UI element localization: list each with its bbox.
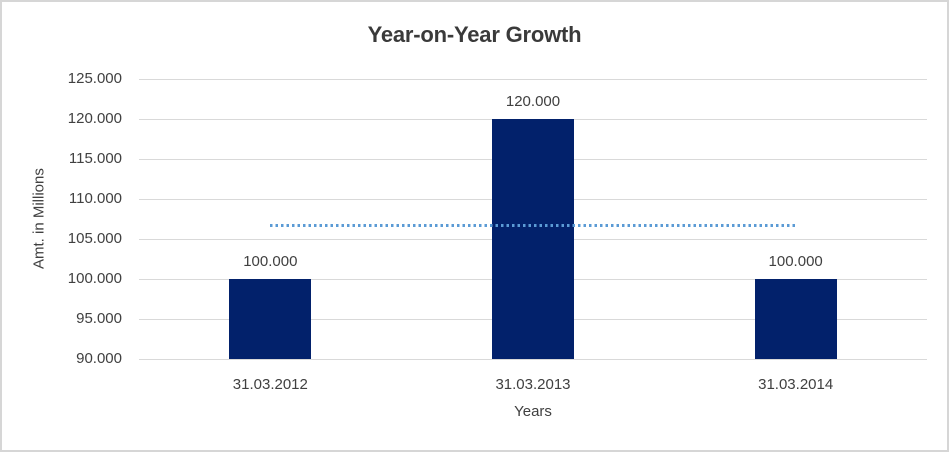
x-tick-label: 31.03.2012: [232, 376, 308, 393]
gridline: [139, 358, 927, 360]
plot-area: 100.000 31.03.2012 120.000 31.03.2013 100.00…: [139, 78, 927, 393]
gridline: [139, 78, 927, 80]
y-tick-label: 95.000: [76, 310, 122, 327]
bar-value-label: 120.000: [505, 93, 561, 110]
y-axis: 125.000 120.000 115.000 110.000 105.000 100.0…: [2, 70, 122, 367]
bar-value-label: 100.000: [243, 253, 298, 270]
x-tick-label: 31.03.2014: [758, 376, 834, 393]
y-tick-label: 100.000: [67, 270, 122, 287]
chart-title: Year-on-Year Growth: [367, 22, 582, 47]
bar: [229, 279, 312, 359]
y-tick-label: 115.000: [68, 150, 122, 167]
y-tick-label: 110.000: [68, 190, 122, 207]
bar-value-label: 100.000: [768, 253, 823, 270]
y-tick-label: 125.000: [67, 70, 122, 87]
bar: [754, 279, 837, 359]
y-tick-label: 90.000: [76, 350, 122, 367]
y-tick-label: 105.000: [67, 230, 122, 247]
trend-line: [270, 224, 796, 228]
x-axis-title: Years: [514, 403, 552, 420]
bar: [492, 119, 574, 359]
y-tick-label: 120.000: [67, 110, 122, 127]
x-tick-label: 31.03.2013: [495, 376, 571, 393]
